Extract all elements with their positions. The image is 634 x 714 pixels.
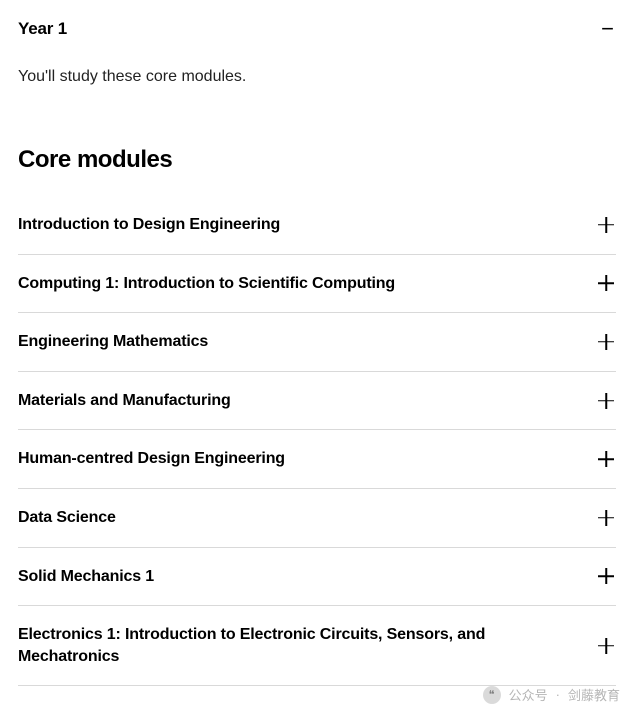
- plus-icon: [598, 510, 614, 526]
- module-row[interactable]: Electronics 1: Introduction to Electroni…: [18, 606, 616, 686]
- module-row[interactable]: Materials and Manufacturing: [18, 372, 616, 431]
- module-label: Introduction to Design Engineering: [18, 214, 280, 236]
- plus-icon: [598, 275, 614, 291]
- plus-icon: [598, 393, 614, 409]
- year-header[interactable]: Year 1 −: [18, 18, 616, 40]
- module-list: Introduction to Design Engineering Compu…: [18, 196, 616, 686]
- module-row[interactable]: Solid Mechanics 1: [18, 548, 616, 607]
- module-label: Engineering Mathematics: [18, 331, 208, 353]
- year-intro-text: You'll study these core modules.: [18, 68, 616, 86]
- module-row[interactable]: Computing 1: Introduction to Scientific …: [18, 255, 616, 314]
- module-label: Human-centred Design Engineering: [18, 448, 285, 470]
- section-title: Core modules: [18, 146, 616, 174]
- module-row[interactable]: Engineering Mathematics: [18, 313, 616, 372]
- module-label: Electronics 1: Introduction to Electroni…: [18, 624, 582, 667]
- module-row[interactable]: Data Science: [18, 489, 616, 548]
- plus-icon: [598, 568, 614, 584]
- plus-icon: [598, 217, 614, 233]
- course-year-panel: Year 1 − You'll study these core modules…: [0, 0, 634, 714]
- module-label: Computing 1: Introduction to Scientific …: [18, 273, 395, 295]
- plus-icon: [598, 334, 614, 350]
- plus-icon: [598, 638, 614, 654]
- module-label: Data Science: [18, 507, 116, 529]
- module-label: Solid Mechanics 1: [18, 566, 154, 588]
- module-row[interactable]: Human-centred Design Engineering: [18, 430, 616, 489]
- module-label: Materials and Manufacturing: [18, 390, 231, 412]
- plus-icon: [598, 451, 614, 467]
- minus-icon: −: [601, 18, 616, 40]
- module-row[interactable]: Introduction to Design Engineering: [18, 196, 616, 255]
- year-title: Year 1: [18, 19, 67, 39]
